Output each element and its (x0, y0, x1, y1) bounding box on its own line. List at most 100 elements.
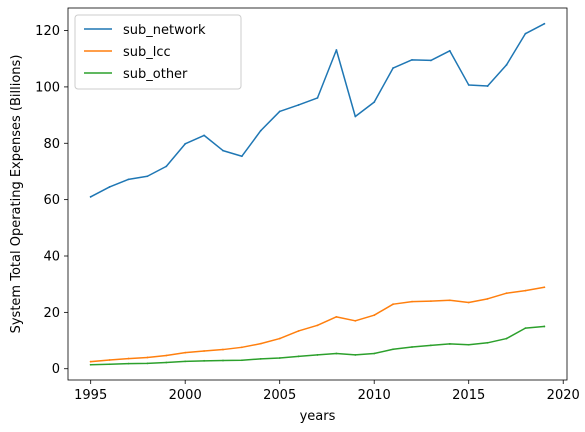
data-point (411, 346, 413, 348)
data-point (543, 22, 546, 25)
data-point (411, 58, 413, 61)
data-point (222, 359, 224, 362)
legend-frame (74, 14, 242, 90)
series-lines (89, 22, 546, 366)
data-point (240, 155, 243, 158)
data-point (259, 342, 262, 345)
x-axis-label: years (300, 409, 336, 424)
plot-frame (67, 7, 568, 381)
data-point (146, 362, 149, 365)
data-point (203, 359, 205, 362)
data-point (505, 337, 508, 340)
data-point (146, 175, 149, 178)
data-point (354, 319, 357, 322)
data-point (448, 49, 451, 52)
y-axis-label: System Total Operating Expenses (Billion… (9, 55, 24, 334)
series-points-sub-other (89, 325, 546, 366)
data-point (354, 354, 357, 356)
data-point (467, 301, 470, 304)
data-point (448, 299, 451, 302)
data-point (297, 330, 300, 332)
data-point (278, 357, 281, 359)
data-point (184, 142, 187, 145)
data-point (486, 341, 489, 344)
y-tick-label: 60 (43, 193, 60, 208)
data-point (127, 362, 130, 365)
data-point (297, 104, 300, 106)
data-point (222, 149, 224, 152)
data-point (108, 186, 111, 188)
data-point (316, 97, 319, 99)
series-line-sub-other (89, 325, 546, 366)
y-tick-label: 80 (43, 137, 60, 152)
data-point (259, 129, 262, 132)
data-point (146, 356, 149, 359)
data-point (165, 361, 168, 364)
data-point (108, 363, 111, 366)
data-point (184, 351, 187, 354)
x-tick-label: 2010 (358, 388, 391, 403)
data-point (354, 115, 357, 118)
x-axis-ticks: 1995 2000 2005 2010 2015 2020 (74, 380, 580, 403)
y-tick-label: 40 (43, 250, 60, 265)
data-point (373, 314, 376, 317)
data-point (524, 289, 527, 292)
data-point (259, 357, 262, 360)
data-point (240, 359, 243, 362)
legend-label: sub_network (123, 23, 206, 38)
y-axis-ticks: 0 20 40 60 80 100 120 (35, 24, 68, 377)
data-point (392, 303, 395, 306)
data-point (222, 348, 224, 351)
data-point (430, 344, 432, 347)
data-point (543, 286, 546, 289)
data-point (203, 134, 205, 137)
data-point (505, 292, 508, 295)
data-point (448, 343, 451, 345)
x-tick-label: 2005 (263, 388, 296, 403)
data-point (127, 357, 130, 360)
data-point (430, 300, 432, 302)
data-point (392, 67, 395, 69)
legend-label: sub_other (123, 67, 188, 82)
series-points-sub-lcc (89, 286, 546, 363)
data-point (524, 327, 527, 330)
x-tick-label: 2000 (169, 388, 202, 403)
data-point (335, 49, 338, 51)
legend: sub_network sub_lcc sub_other (74, 14, 242, 90)
data-point (108, 359, 111, 361)
data-point (335, 315, 338, 318)
data-point (316, 324, 319, 327)
data-point (505, 64, 508, 66)
data-point (89, 360, 92, 363)
data-point (373, 101, 376, 104)
data-point (467, 84, 470, 86)
plot-area (67, 7, 568, 381)
data-point (467, 343, 470, 346)
data-point (165, 165, 168, 168)
legend-label: sub_lcc (123, 45, 171, 60)
data-point (411, 300, 413, 303)
data-point (316, 354, 319, 356)
series-points-sub-network (89, 22, 546, 198)
data-point (184, 360, 187, 363)
x-tick-label: 2020 (547, 388, 580, 403)
data-point (278, 337, 281, 340)
data-point (278, 110, 281, 113)
data-point (524, 32, 527, 35)
data-point (127, 178, 130, 181)
data-point (240, 346, 243, 349)
x-tick-label: 2015 (452, 388, 485, 403)
data-point (335, 352, 338, 355)
data-point (430, 59, 432, 62)
data-point (486, 297, 489, 300)
y-tick-label: 20 (43, 306, 60, 321)
data-point (165, 354, 168, 357)
x-tick-label: 1995 (74, 388, 107, 403)
data-point (89, 195, 92, 198)
y-tick-label: 120 (35, 24, 60, 39)
data-point (486, 85, 489, 87)
data-point (392, 348, 395, 351)
y-tick-label: 100 (35, 80, 60, 95)
y-tick-label: 0 (52, 362, 60, 377)
